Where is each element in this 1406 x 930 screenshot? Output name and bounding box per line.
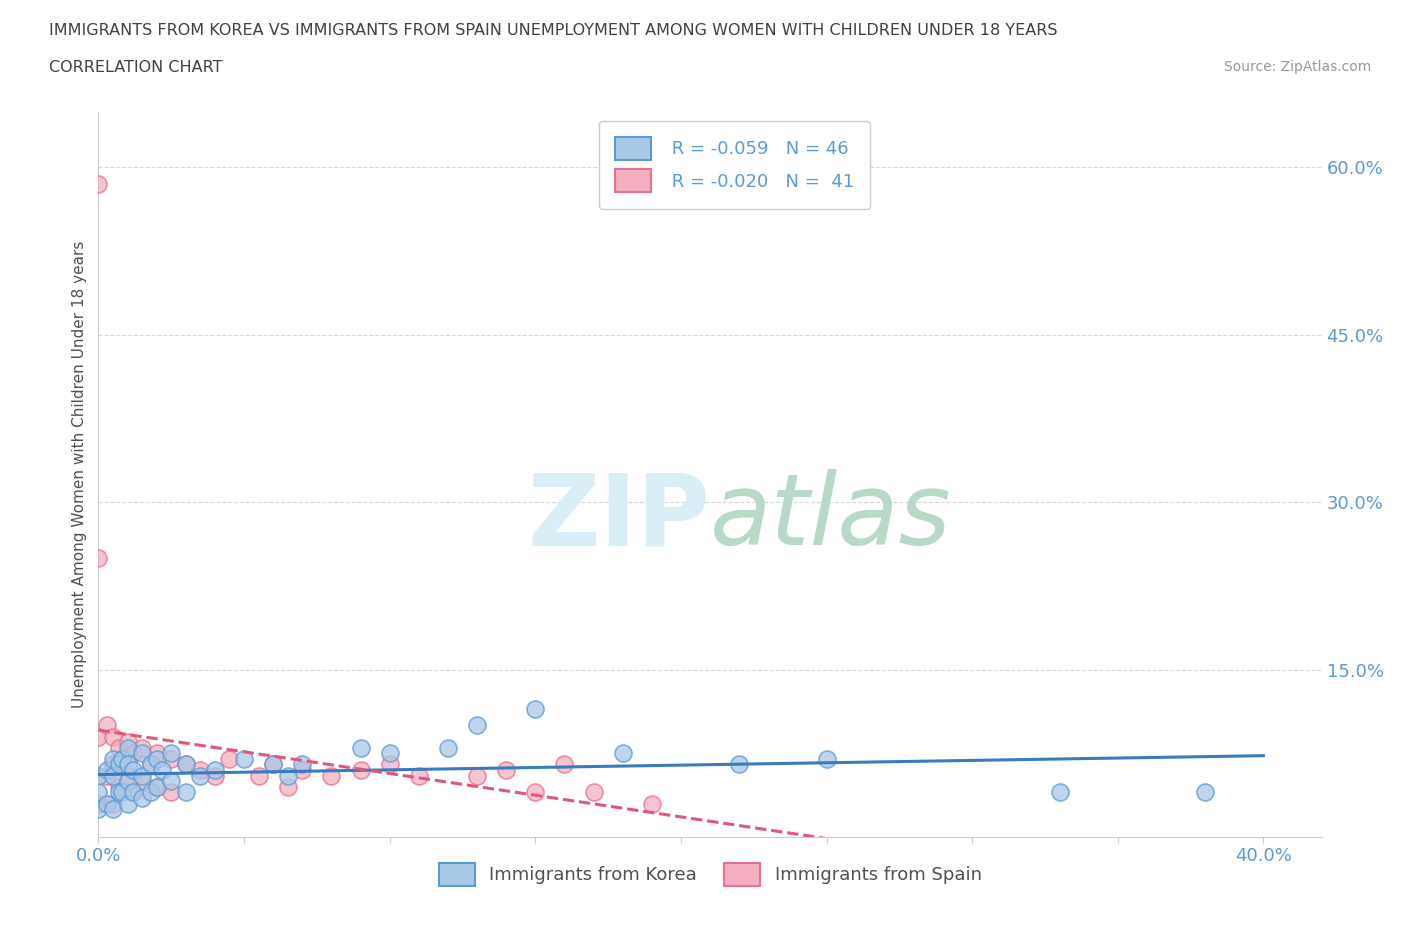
Point (408, 768, 430, 783)
Point (218, 751, 240, 766)
Point (108, 779, 131, 794)
Text: atlas: atlas (710, 470, 952, 566)
Point (728, 757, 751, 772)
Point (131, 774, 153, 789)
Point (641, 796, 664, 811)
Point (117, 774, 139, 789)
Point (96, 768, 118, 783)
Point (174, 757, 197, 772)
Legend: Immigrants from Korea, Immigrants from Spain: Immigrants from Korea, Immigrants from S… (432, 856, 988, 893)
Point (262, 757, 284, 772)
Point (160, 774, 183, 789)
Point (174, 785, 197, 800)
Point (122, 746, 145, 761)
Point (145, 779, 167, 794)
Point (524, 701, 547, 716)
Y-axis label: Unemployment Among Women with Children Under 18 years: Unemployment Among Women with Children U… (72, 241, 87, 708)
Point (131, 790, 153, 805)
Point (145, 746, 167, 761)
Point (122, 763, 145, 777)
Point (96, 763, 118, 777)
Point (117, 768, 139, 783)
Point (582, 785, 605, 800)
Point (87, 551, 110, 565)
Point (437, 740, 460, 755)
Point (131, 746, 153, 761)
Point (108, 757, 131, 772)
Point (465, 768, 488, 783)
Point (122, 785, 145, 800)
Point (321, 768, 343, 783)
Point (101, 751, 124, 766)
Point (174, 757, 197, 772)
Point (247, 768, 270, 783)
Point (108, 785, 131, 800)
Point (262, 757, 284, 772)
Point (122, 785, 145, 800)
Point (111, 751, 134, 766)
Point (378, 746, 401, 761)
Point (145, 751, 167, 766)
Point (131, 740, 153, 755)
Point (87, 177, 110, 192)
Point (87, 796, 110, 811)
Point (139, 757, 162, 772)
Point (111, 751, 134, 766)
Point (495, 763, 517, 777)
Point (87, 768, 110, 783)
Point (101, 757, 124, 772)
Point (349, 740, 371, 755)
Point (291, 757, 314, 772)
Point (96, 718, 118, 733)
Point (87, 785, 110, 800)
Point (204, 763, 226, 777)
Point (139, 785, 162, 800)
Point (277, 779, 299, 794)
Point (101, 768, 124, 783)
Point (117, 735, 139, 750)
Point (96, 796, 118, 811)
Point (291, 763, 314, 777)
Point (465, 718, 488, 733)
Point (117, 796, 139, 811)
Point (160, 751, 183, 766)
Point (160, 785, 183, 800)
Point (553, 757, 575, 772)
Point (1194, 785, 1216, 800)
Point (87, 802, 110, 817)
Point (111, 785, 134, 800)
Point (117, 740, 139, 755)
Point (117, 757, 139, 772)
Text: ZIP: ZIP (527, 470, 710, 566)
Point (204, 768, 226, 783)
Text: CORRELATION CHART: CORRELATION CHART (49, 60, 222, 75)
Point (233, 751, 256, 766)
Text: IMMIGRANTS FROM KOREA VS IMMIGRANTS FROM SPAIN UNEMPLOYMENT AMONG WOMEN WITH CHI: IMMIGRANTS FROM KOREA VS IMMIGRANTS FROM… (49, 23, 1057, 38)
Point (612, 746, 634, 761)
Point (139, 757, 162, 772)
Point (101, 796, 124, 811)
Point (188, 763, 212, 777)
Point (87, 729, 110, 744)
Point (101, 729, 124, 744)
Point (277, 768, 299, 783)
Point (815, 751, 838, 766)
Point (378, 757, 401, 772)
Point (349, 763, 371, 777)
Point (188, 768, 212, 783)
Point (152, 763, 174, 777)
Point (1049, 785, 1071, 800)
Point (101, 802, 124, 817)
Point (160, 746, 183, 761)
Point (524, 785, 547, 800)
Point (145, 779, 167, 794)
Text: Source: ZipAtlas.com: Source: ZipAtlas.com (1223, 60, 1371, 74)
Point (108, 740, 131, 755)
Point (131, 768, 153, 783)
